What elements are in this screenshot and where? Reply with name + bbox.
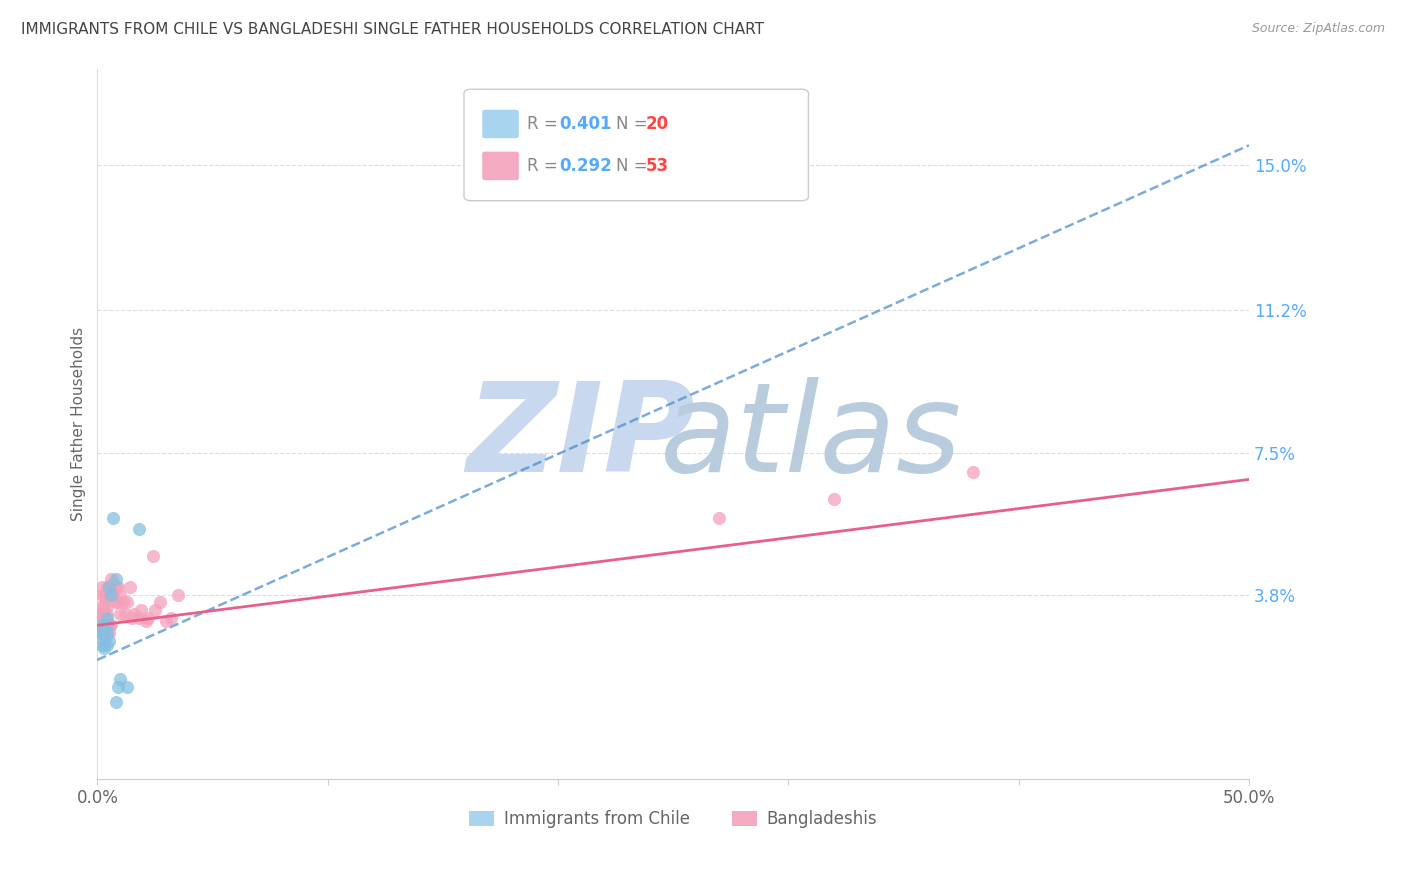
Point — [93, 618, 115, 632]
Point — [96, 618, 118, 632]
Point — [96, 638, 118, 652]
Point — [107, 680, 129, 694]
Point — [160, 610, 183, 624]
Point — [103, 510, 125, 524]
Point — [93, 607, 115, 621]
Point — [142, 549, 165, 564]
Point — [96, 580, 118, 594]
Point — [110, 672, 132, 686]
Text: atlas: atlas — [661, 377, 963, 499]
Point — [91, 626, 114, 640]
Text: 20: 20 — [645, 115, 668, 133]
Point — [91, 607, 114, 621]
Point — [709, 510, 731, 524]
Point — [117, 595, 139, 609]
Point — [89, 618, 111, 632]
Point — [110, 588, 132, 602]
Point — [148, 595, 170, 609]
Point — [91, 638, 114, 652]
Point — [96, 626, 118, 640]
Point — [96, 607, 118, 621]
Point — [962, 465, 984, 479]
Point — [107, 580, 129, 594]
Point — [103, 576, 125, 591]
Point — [104, 572, 127, 586]
Point — [97, 626, 120, 640]
Point — [96, 626, 118, 640]
Point — [129, 603, 152, 617]
Text: ZIP: ZIP — [467, 377, 696, 499]
Text: R =: R = — [527, 157, 564, 175]
Point — [100, 618, 122, 632]
Point — [91, 599, 114, 614]
Point — [122, 607, 145, 621]
Point — [128, 522, 150, 536]
Point — [104, 595, 127, 609]
Point — [97, 618, 120, 632]
Point — [100, 572, 122, 586]
Point — [91, 588, 114, 602]
Point — [143, 603, 166, 617]
Point — [110, 607, 132, 621]
Point — [93, 626, 115, 640]
Text: R =: R = — [527, 115, 564, 133]
Text: 0.401: 0.401 — [560, 115, 612, 133]
Point — [96, 599, 118, 614]
Text: 0.292: 0.292 — [560, 157, 613, 175]
Y-axis label: Single Father Households: Single Father Households — [72, 326, 86, 521]
Point — [97, 633, 120, 648]
Point — [93, 626, 115, 640]
Point — [103, 588, 125, 602]
Point — [104, 695, 127, 709]
Point — [136, 610, 159, 624]
Text: 53: 53 — [645, 157, 668, 175]
Point — [91, 580, 114, 594]
Point — [93, 588, 115, 602]
Point — [155, 615, 177, 629]
Point — [135, 615, 157, 629]
Point — [93, 599, 115, 614]
Point — [107, 595, 129, 609]
Point — [91, 618, 114, 632]
Point — [118, 580, 141, 594]
Point — [100, 588, 122, 602]
Point — [167, 588, 190, 602]
Text: Source: ZipAtlas.com: Source: ZipAtlas.com — [1251, 22, 1385, 36]
Point — [89, 626, 111, 640]
Text: IMMIGRANTS FROM CHILE VS BANGLADESHI SINGLE FATHER HOUSEHOLDS CORRELATION CHART: IMMIGRANTS FROM CHILE VS BANGLADESHI SIN… — [21, 22, 763, 37]
Point — [114, 607, 136, 621]
Point — [121, 610, 143, 624]
Point — [104, 580, 127, 594]
Point — [97, 588, 120, 602]
Point — [89, 607, 111, 621]
Point — [117, 680, 139, 694]
Point — [111, 595, 134, 609]
Point — [93, 633, 115, 648]
Text: N =: N = — [616, 157, 652, 175]
Point — [97, 580, 120, 594]
Point — [823, 491, 845, 506]
Point — [89, 626, 111, 640]
Legend: Immigrants from Chile, Bangladeshis: Immigrants from Chile, Bangladeshis — [463, 803, 884, 835]
Point — [93, 641, 115, 656]
Point — [96, 618, 118, 632]
Point — [96, 610, 118, 624]
Point — [91, 618, 114, 632]
Text: N =: N = — [616, 115, 652, 133]
Point — [128, 610, 150, 624]
Point — [96, 588, 118, 602]
Point — [97, 580, 120, 594]
